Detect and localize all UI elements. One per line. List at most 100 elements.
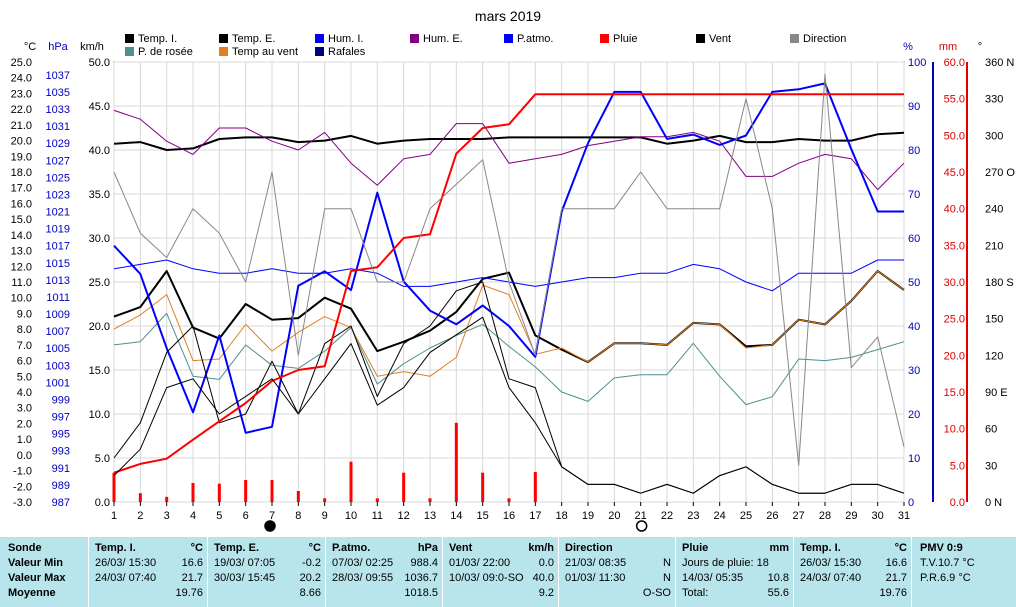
row-label-max: Valeur Max [8, 572, 66, 584]
pmv-column: PMV 0:9 T.V.10.7 °C P.R.6.9 °C [912, 537, 1016, 607]
pmv-title: PMV 0:9 [920, 542, 963, 554]
legend-swatch [790, 34, 799, 43]
patmo-unit: hPa [417, 542, 438, 554]
pluie-column: Pluie mm Jours de pluie: 18 14/03/ 05:35 1… [676, 537, 793, 607]
x-tick-label: 30 [872, 510, 884, 522]
tick-label-mm: 20.0 [944, 350, 965, 362]
vent-min-val: 0.0 [538, 557, 554, 569]
temp-e-max-date: 30/03/ 15:45 [214, 572, 276, 584]
legend-item: Vent [696, 33, 731, 45]
axis-title-celsius: °C [24, 41, 36, 53]
tick-label-celsius: 0.0 [17, 450, 32, 462]
tick-label-kmh: 15.0 [89, 365, 110, 377]
pluie-rain-days: Jours de pluie: 18 [682, 557, 769, 569]
patmo-min-val: 988.4 [410, 557, 438, 569]
vent-title: Vent [449, 542, 473, 554]
tick-label-celsius: 1.0 [17, 434, 32, 446]
tick-label-hpa: 1031 [46, 121, 70, 133]
legend-label: Direction [803, 33, 847, 45]
tick-label-celsius: 12.0 [11, 261, 32, 273]
tick-label-celsius: 13.0 [11, 246, 32, 258]
legend-swatch [600, 34, 609, 43]
x-tick-label: 28 [819, 510, 831, 522]
temp-i2-min-val: 16.6 [885, 557, 907, 569]
direction-min-date: 21/03/ 08:35 [565, 557, 627, 569]
tick-label-celsius: 18.0 [11, 167, 32, 179]
series-line-temp-i- [113, 131, 905, 151]
temp-e-max-val: 20.2 [299, 572, 321, 584]
temp-i-min-date: 26/03/ 15:30 [95, 557, 157, 569]
tick-label-hpa: 1009 [46, 309, 70, 321]
tick-label-hpa: 1027 [46, 155, 70, 167]
vent-max-val: 40.0 [532, 572, 554, 584]
x-tick-label: 22 [661, 510, 673, 522]
direction-max-date: 01/03/ 11:30 [565, 572, 626, 584]
tick-label-kmh: 35.0 [89, 189, 110, 201]
x-tick-label: 2 [137, 510, 143, 522]
patmo-max-date: 28/03/ 09:55 [332, 572, 394, 584]
rain-bar [191, 482, 195, 502]
legend-swatch [410, 34, 419, 43]
rain-bar [244, 480, 248, 502]
patmo-column: P.atmo. hPa 07/03/ 02:25 988.4 28/03/ 09:5… [326, 537, 442, 607]
tick-label-degrees: 120 [985, 350, 1003, 362]
vent-unit: km/h [528, 542, 554, 554]
tick-label-hpa: 1015 [46, 258, 70, 270]
tick-label-degrees: 90 E [985, 387, 1008, 399]
tick-label-mm: 40.0 [944, 204, 965, 216]
tick-label-hpa: 1033 [46, 104, 70, 116]
series-line-vent [113, 316, 905, 494]
tick-label-kmh: 5.0 [95, 453, 110, 465]
x-tick-label: 14 [450, 510, 462, 522]
tick-label-celsius: 2.0 [17, 418, 32, 430]
legend-label: P. de rosée [138, 46, 193, 58]
tick-label-celsius: 16.0 [11, 198, 32, 210]
tick-label-degrees: 60 [985, 424, 997, 436]
tick-label-degrees: 210 [985, 240, 1003, 252]
tick-label-degrees: 30 [985, 460, 997, 472]
tick-label-hpa: 1007 [46, 326, 70, 338]
legend-item: Hum. E. [410, 33, 463, 45]
axis-title-mm: mm [939, 41, 957, 53]
tick-label-celsius: 20.0 [11, 136, 32, 148]
tick-label-hpa: 1037 [46, 70, 70, 82]
tick-label-percent: 30 [908, 365, 920, 377]
rain-bars [112, 422, 537, 502]
temp-i-avg: 19.76 [175, 587, 203, 599]
tick-label-hpa: 1025 [46, 172, 70, 184]
tick-label-kmh: 0.0 [95, 497, 110, 509]
tick-label-hpa: 1023 [46, 189, 70, 201]
temp-e-column: Temp. E. °C 19/03/ 07:05 -0.2 30/03/ 15:45… [208, 537, 325, 607]
x-tick-label: 9 [322, 510, 328, 522]
tick-label-degrees: 300 [985, 130, 1003, 142]
tick-label-percent: 60 [908, 233, 920, 245]
temp-i-unit: °C [190, 542, 203, 554]
tick-label-hpa: 987 [52, 497, 70, 509]
legend-item: Temp au vent [219, 46, 298, 58]
x-tick-label: 6 [243, 510, 249, 522]
tick-label-celsius: -2.0 [13, 481, 32, 493]
legend-swatch [219, 34, 228, 43]
legend-item: Temp. I. [125, 33, 177, 45]
x-tick-label: 4 [190, 510, 196, 522]
tick-label-kmh: 50.0 [89, 57, 110, 69]
direction-column: Direction 21/03/ 08:35 N 01/03/ 11:30 N O-… [559, 537, 675, 607]
legend-label: Hum. E. [423, 33, 463, 45]
tick-label-celsius: 6.0 [17, 356, 32, 368]
tick-label-celsius: 4.0 [17, 387, 32, 399]
x-tick-label: 26 [766, 510, 778, 522]
row-labels-column: Sonde Valeur Min Valeur Max Moyenne [0, 537, 88, 607]
tick-label-mm: 35.0 [944, 240, 965, 252]
tick-label-percent: 80 [908, 145, 920, 157]
x-tick-label: 24 [714, 510, 726, 522]
x-tick-label: 1 [111, 510, 117, 522]
rain-bar [112, 472, 116, 502]
x-tick-label: 11 [372, 510, 383, 522]
x-tick-label: 16 [503, 510, 515, 522]
tick-label-hpa: 1001 [46, 377, 70, 389]
moon-markers [264, 520, 648, 532]
tick-label-mm: 0.0 [950, 497, 965, 509]
tick-label-kmh: 30.0 [89, 233, 110, 245]
pluie-title: Pluie [682, 542, 709, 554]
row-label-sonde: Sonde [8, 542, 42, 554]
